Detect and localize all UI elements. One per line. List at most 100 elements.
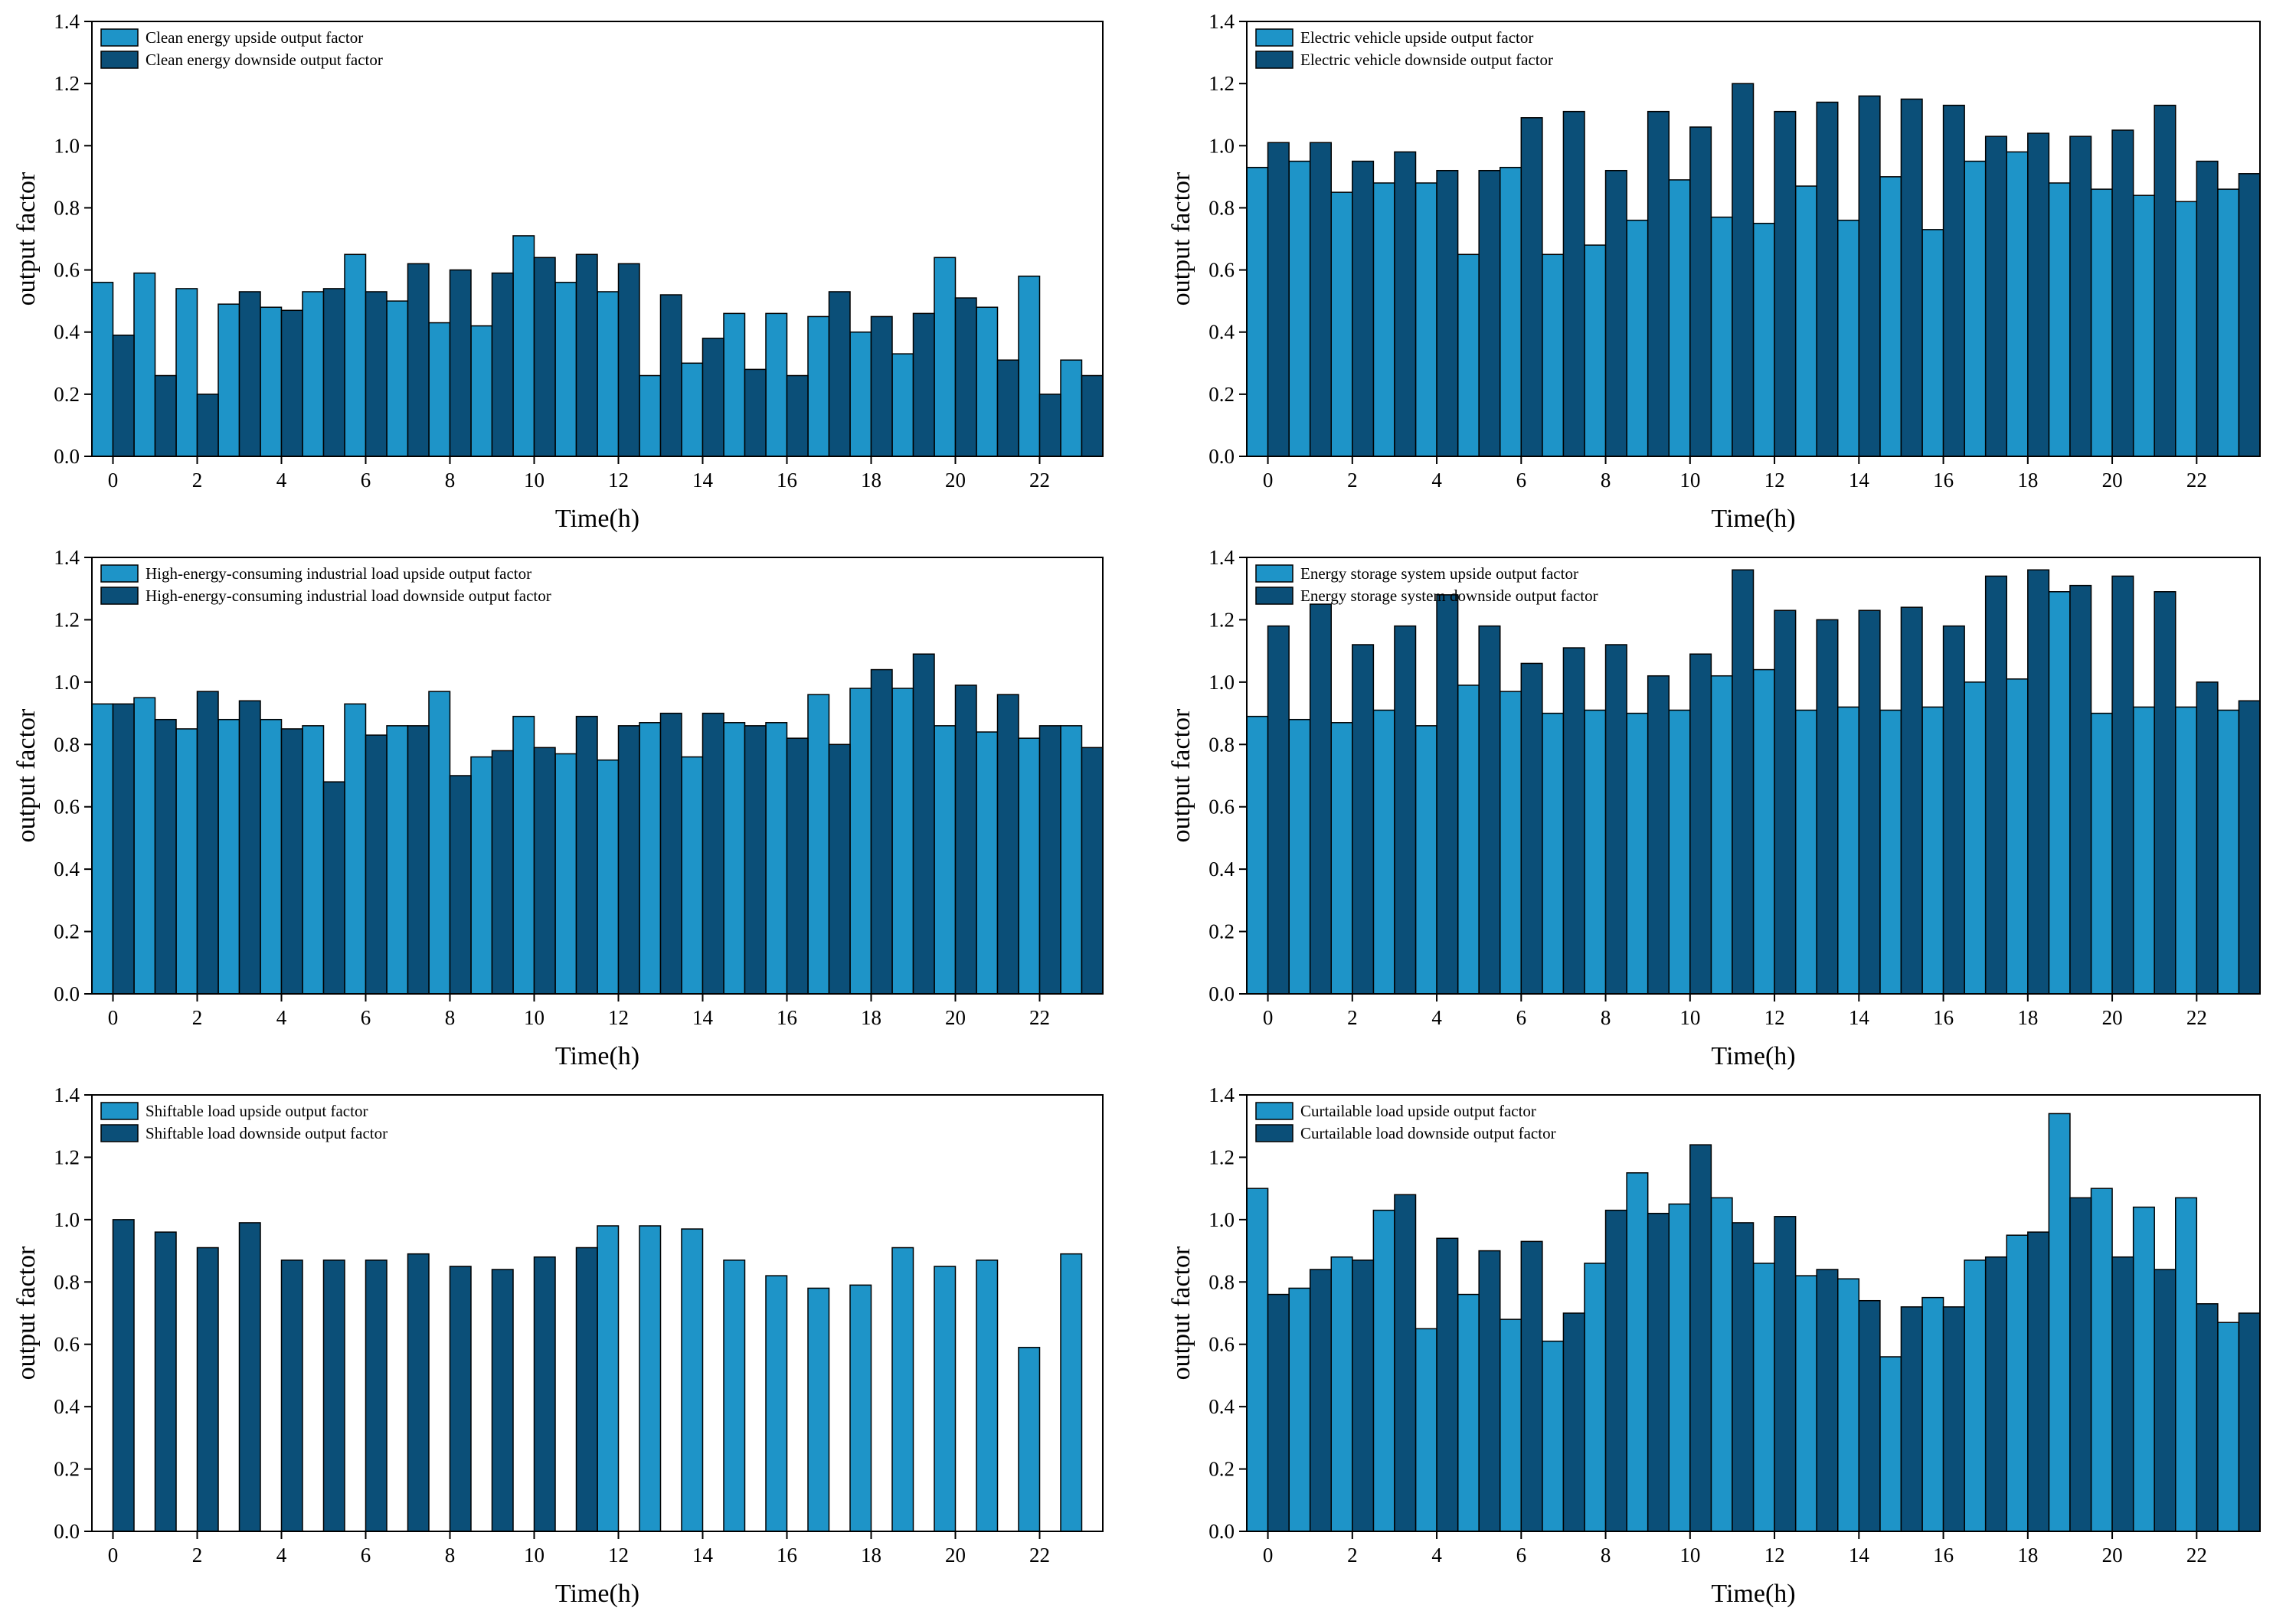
bar: [2154, 1269, 2177, 1532]
bar: [954, 297, 977, 457]
plot-frame: [91, 1094, 1104, 1532]
x-tick-label: 20: [945, 1006, 966, 1029]
bar: [2069, 584, 2092, 995]
legend-label: Shiftable load downside output factor: [146, 1124, 388, 1142]
bar: [1604, 1209, 1627, 1532]
bar: [554, 282, 577, 457]
bar: [470, 756, 493, 995]
bar: [238, 700, 261, 995]
x-tick-label: 16: [1933, 1544, 1954, 1567]
x-tick-label: 8: [445, 1544, 456, 1567]
bar: [533, 257, 556, 457]
bar: [1584, 244, 1607, 457]
bar: [597, 759, 620, 995]
bar: [1984, 136, 2007, 457]
legend-swatch: [1255, 564, 1293, 583]
bar: [238, 291, 261, 457]
bar: [428, 322, 451, 457]
bar: [849, 331, 872, 457]
x-tick-label: 4: [276, 1544, 287, 1567]
y-axis-label: output factor: [1167, 708, 1195, 842]
bar: [1879, 1356, 1902, 1532]
bar: [2006, 1234, 2029, 1532]
bar: [2069, 1197, 2092, 1532]
plot-frame: [1246, 21, 2261, 457]
bar: [2027, 132, 2050, 457]
bar: [2006, 151, 2029, 457]
legend-label: Curtailable load upside output factor: [1300, 1102, 1536, 1120]
bar: [1038, 725, 1061, 995]
y-tick-label: 1.4: [1208, 1083, 1235, 1106]
y-tick-label: 1.2: [54, 608, 80, 631]
bar: [1060, 725, 1083, 995]
bar: [2238, 1312, 2261, 1532]
bar: [1964, 160, 1987, 457]
bar: [280, 1260, 303, 1532]
bar: [1604, 644, 1627, 995]
bar: [1500, 166, 1522, 457]
bar: [1774, 609, 1797, 995]
y-tick-label: 1.0: [1208, 671, 1235, 694]
bar: [386, 725, 409, 995]
bar: [407, 263, 430, 457]
x-tick-label: 22: [1029, 1544, 1050, 1567]
x-tick-label: 16: [777, 1006, 797, 1029]
bar: [280, 728, 303, 995]
bar: [1774, 1216, 1797, 1532]
bar: [786, 374, 809, 457]
bar: [1921, 1296, 1944, 1532]
bar: [344, 253, 367, 457]
bar: [1478, 169, 1501, 457]
bar: [1478, 625, 1501, 995]
bar: [365, 291, 388, 457]
legend-swatch: [1255, 587, 1293, 605]
y-tick-label: 0.4: [54, 858, 80, 881]
legend-swatch: [1255, 1124, 1293, 1142]
bar: [1520, 117, 1543, 457]
x-tick-label: 16: [1933, 469, 1954, 492]
bar: [1478, 1250, 1501, 1532]
bar: [1288, 718, 1311, 995]
x-tick-label: 2: [1347, 1544, 1358, 1567]
bar: [217, 303, 240, 457]
bar: [2196, 1303, 2219, 1532]
bar: [681, 756, 704, 995]
y-tick-label: 0.6: [1208, 796, 1235, 819]
y-tick-label: 0.6: [54, 1333, 80, 1356]
bar: [1710, 216, 1733, 457]
y-tick-label: 0.6: [1208, 1333, 1235, 1356]
y-tick-label: 0.8: [1208, 1270, 1235, 1293]
bar: [996, 694, 1019, 995]
bar: [575, 253, 598, 457]
bar: [1921, 706, 1944, 995]
x-tick-label: 10: [1679, 469, 1700, 492]
legend: Energy storage system upside output fact…: [1255, 564, 1598, 605]
bar: [1732, 83, 1755, 457]
y-tick-label: 0.0: [54, 982, 80, 1005]
bar: [344, 703, 367, 995]
bar: [1018, 275, 1041, 457]
bar: [280, 309, 303, 457]
bar: [449, 1266, 472, 1532]
bar: [1794, 1275, 1817, 1532]
bar: [554, 753, 577, 995]
bar: [617, 263, 640, 457]
y-tick-label: 0.4: [1208, 321, 1235, 344]
bar: [1584, 1263, 1607, 1532]
bar: [1879, 176, 1902, 457]
x-tick-label: 18: [2017, 1544, 2038, 1567]
bar: [934, 257, 957, 457]
bar: [1352, 1260, 1375, 1532]
x-tick-label: 8: [445, 469, 456, 492]
bar: [1267, 142, 1290, 457]
y-tick-label: 1.2: [1208, 1145, 1235, 1168]
x-tick-label: 18: [861, 1544, 881, 1567]
bar: [1520, 1240, 1543, 1532]
plot-frame: [91, 21, 1104, 457]
y-tick-label: 1.4: [54, 1083, 80, 1106]
bar: [659, 294, 682, 457]
bar: [1081, 374, 1104, 457]
bar: [639, 374, 662, 457]
bar: [322, 288, 345, 457]
bar: [744, 725, 767, 995]
